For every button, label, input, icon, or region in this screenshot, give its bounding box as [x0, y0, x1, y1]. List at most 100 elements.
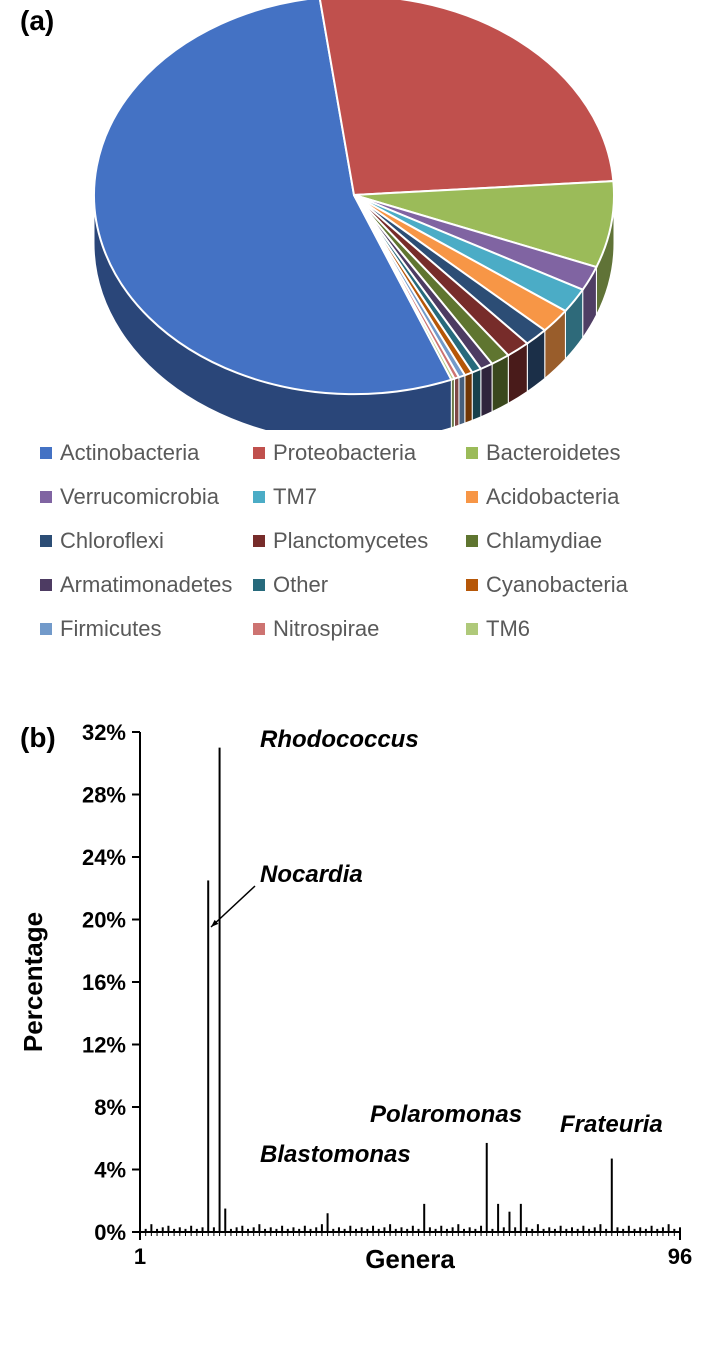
bar — [429, 1227, 431, 1232]
bar-annotation: Nocardia — [260, 861, 363, 888]
legend-swatch — [253, 579, 265, 591]
bar — [645, 1229, 647, 1232]
legend-label: Firmicutes — [60, 616, 161, 642]
bar-svg: 0%4%8%12%16%20%24%28%32%196GeneraPercent… — [0, 692, 709, 1312]
bar — [668, 1224, 670, 1232]
bar — [628, 1226, 630, 1232]
legend-label: Chlamydiae — [486, 528, 602, 554]
legend-label: Acidobacteria — [486, 484, 619, 510]
pie-svg — [0, 0, 709, 430]
pie-side — [454, 377, 459, 426]
bar — [292, 1227, 294, 1232]
bar — [560, 1226, 562, 1232]
bar — [395, 1229, 397, 1232]
pie-chart — [0, 0, 709, 430]
bar — [611, 1159, 613, 1232]
legend-swatch — [40, 579, 52, 591]
bar — [520, 1204, 522, 1232]
bar — [571, 1227, 573, 1232]
pie-side — [451, 379, 454, 428]
bar — [321, 1224, 323, 1232]
bar-annotation: Polaromonas — [370, 1101, 522, 1128]
y-tick-label: 16% — [82, 970, 126, 995]
legend-item: Firmicutes — [40, 616, 243, 642]
bar — [304, 1226, 306, 1232]
bar — [548, 1227, 550, 1232]
bar — [537, 1224, 539, 1232]
bar — [565, 1229, 567, 1232]
bar — [202, 1227, 204, 1232]
x-axis-label: Genera — [365, 1244, 455, 1274]
legend-item: Acidobacteria — [466, 484, 669, 510]
legend-item: Chlamydiae — [466, 528, 669, 554]
bar — [588, 1229, 590, 1232]
bar — [287, 1229, 289, 1232]
legend-label: TM7 — [273, 484, 317, 510]
bar — [372, 1226, 374, 1232]
bar — [679, 1227, 681, 1232]
bar — [651, 1226, 653, 1232]
legend-swatch — [466, 623, 478, 635]
legend-label: Verrucomicrobia — [60, 484, 219, 510]
bar — [184, 1229, 186, 1232]
bar — [616, 1227, 618, 1232]
bar — [281, 1226, 283, 1232]
legend-item: Verrucomicrobia — [40, 484, 243, 510]
y-tick-label: 12% — [82, 1033, 126, 1058]
legend-swatch — [40, 535, 52, 547]
bar — [673, 1229, 675, 1232]
annotation-arrow — [211, 886, 255, 927]
bar — [156, 1229, 158, 1232]
bar-annotation: Frateuria — [560, 1111, 663, 1138]
bar — [270, 1227, 272, 1232]
bar — [594, 1227, 596, 1232]
bar — [497, 1204, 499, 1232]
y-tick-label: 24% — [82, 845, 126, 870]
bar — [213, 1227, 215, 1232]
bar — [480, 1226, 482, 1232]
pie-side — [459, 375, 465, 425]
panel-b: (b) 0%4%8%12%16%20%24%28%32%196GeneraPer… — [0, 692, 709, 1312]
bar — [264, 1229, 266, 1232]
legend-swatch — [253, 447, 265, 459]
bar — [412, 1226, 414, 1232]
bar — [400, 1227, 402, 1232]
bar — [599, 1224, 601, 1232]
bar — [315, 1227, 317, 1232]
legend-label: Cyanobacteria — [486, 572, 628, 598]
bar — [361, 1227, 363, 1232]
bar — [207, 880, 209, 1232]
legend-swatch — [466, 579, 478, 591]
bar — [463, 1229, 465, 1232]
bar — [662, 1227, 664, 1232]
bar — [406, 1229, 408, 1232]
bar — [355, 1229, 357, 1232]
bar — [457, 1224, 459, 1232]
bar — [452, 1227, 454, 1232]
legend-label: Other — [273, 572, 328, 598]
legend-item: Nitrospirae — [253, 616, 456, 642]
legend-label: Actinobacteria — [60, 440, 199, 466]
y-tick-label: 0% — [94, 1220, 126, 1245]
legend-label: TM6 — [486, 616, 530, 642]
bar — [258, 1224, 260, 1232]
bar — [423, 1204, 425, 1232]
bar — [298, 1229, 300, 1232]
bar — [582, 1226, 584, 1232]
bar — [605, 1229, 607, 1232]
y-tick-label: 8% — [94, 1095, 126, 1120]
bar — [446, 1229, 448, 1232]
legend-label: Nitrospirae — [273, 616, 379, 642]
bar — [219, 748, 221, 1232]
legend-item: Actinobacteria — [40, 440, 243, 466]
bar-annotation: Rhodococcus — [260, 726, 419, 753]
bar — [247, 1229, 249, 1232]
bar-chart: 0%4%8%12%16%20%24%28%32%196GeneraPercent… — [0, 692, 709, 1312]
bar — [179, 1227, 181, 1232]
legend-item: TM6 — [466, 616, 669, 642]
bar — [656, 1229, 658, 1232]
y-tick-label: 20% — [82, 908, 126, 933]
bar — [167, 1226, 169, 1232]
legend-item: TM7 — [253, 484, 456, 510]
bar — [554, 1229, 556, 1232]
